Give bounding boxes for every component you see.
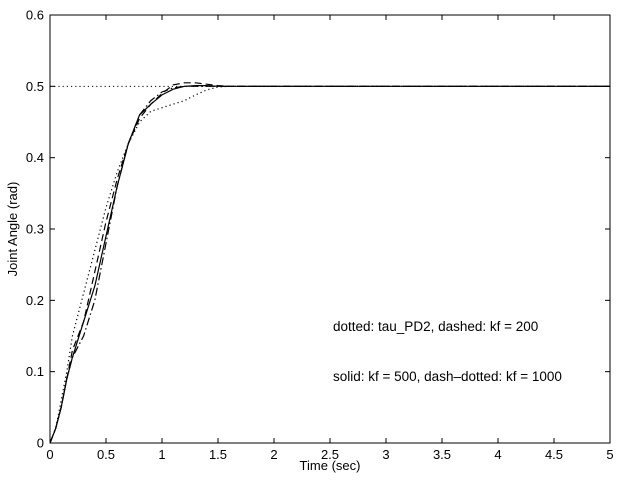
x-tick-label: 3 (382, 447, 389, 462)
x-tick-label: 4.5 (545, 447, 563, 462)
y-tick-label: 0.1 (26, 364, 44, 379)
x-axis-ticks: 0 0.5 1 1.5 2 2.5 3 3.5 4 4.5 5 (46, 15, 614, 462)
x-tick-label: 2 (270, 447, 277, 462)
y-tick-label: 0.5 (26, 79, 44, 94)
y-tick-label: 0.3 (26, 222, 44, 237)
x-tick-label: 3.5 (433, 447, 451, 462)
series-line-dash-dotted (49, 85, 610, 444)
y-axis-ticks: 0 0.1 0.2 0.3 0.4 0.5 0.6 (26, 8, 610, 451)
y-tick-label: 0 (37, 436, 44, 451)
x-axis-label: Time (sec) (300, 458, 361, 473)
x-tick-label: 4 (494, 447, 501, 462)
x-tick-label: 2.5 (321, 447, 339, 462)
y-tick-label: 0.6 (26, 8, 44, 23)
x-tick-label: 5 (606, 447, 613, 462)
x-tick-label: 0.5 (97, 447, 115, 462)
annotation-line-1: dotted: tau_PD2, dashed: kf = 200 (333, 319, 538, 334)
x-tick-label: 1.5 (209, 447, 227, 462)
series-line-dashed (49, 82, 610, 444)
x-tick-label: 1 (158, 447, 165, 462)
series-layer (49, 82, 610, 444)
y-axis-label: Joint Angle (rad) (5, 182, 20, 277)
y-tick-label: 0.4 (26, 150, 44, 165)
x-tick-label: 0 (46, 447, 53, 462)
y-tick-label: 0.2 (26, 293, 44, 308)
annotation-line-2: solid: kf = 500, dash–dotted: kf = 1000 (333, 369, 562, 384)
